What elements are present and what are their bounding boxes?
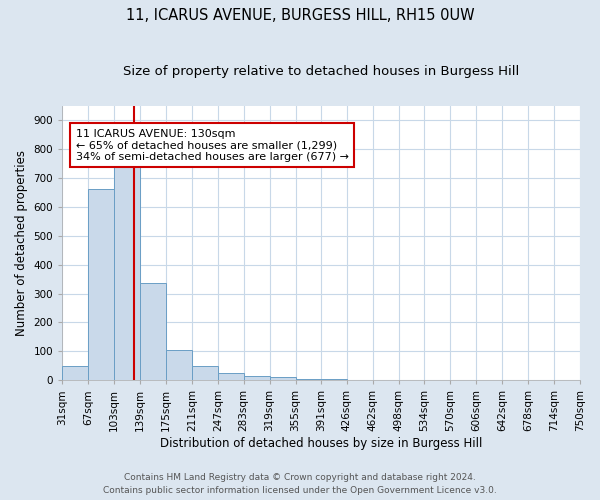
Bar — [296, 379, 322, 380]
Bar — [140, 284, 166, 380]
Text: Contains HM Land Registry data © Crown copyright and database right 2024.
Contai: Contains HM Land Registry data © Crown c… — [103, 474, 497, 495]
Title: Size of property relative to detached houses in Burgess Hill: Size of property relative to detached ho… — [123, 65, 519, 78]
Bar — [88, 190, 114, 380]
Bar — [322, 379, 347, 380]
Bar — [114, 164, 140, 380]
Y-axis label: Number of detached properties: Number of detached properties — [15, 150, 28, 336]
Bar — [166, 350, 192, 380]
Bar — [218, 373, 244, 380]
X-axis label: Distribution of detached houses by size in Burgess Hill: Distribution of detached houses by size … — [160, 437, 482, 450]
Bar — [244, 376, 269, 380]
Text: 11 ICARUS AVENUE: 130sqm
← 65% of detached houses are smaller (1,299)
34% of sem: 11 ICARUS AVENUE: 130sqm ← 65% of detach… — [76, 128, 349, 162]
Bar — [269, 378, 296, 380]
Text: 11, ICARUS AVENUE, BURGESS HILL, RH15 0UW: 11, ICARUS AVENUE, BURGESS HILL, RH15 0U… — [125, 8, 475, 22]
Bar — [192, 366, 218, 380]
Bar — [62, 366, 88, 380]
